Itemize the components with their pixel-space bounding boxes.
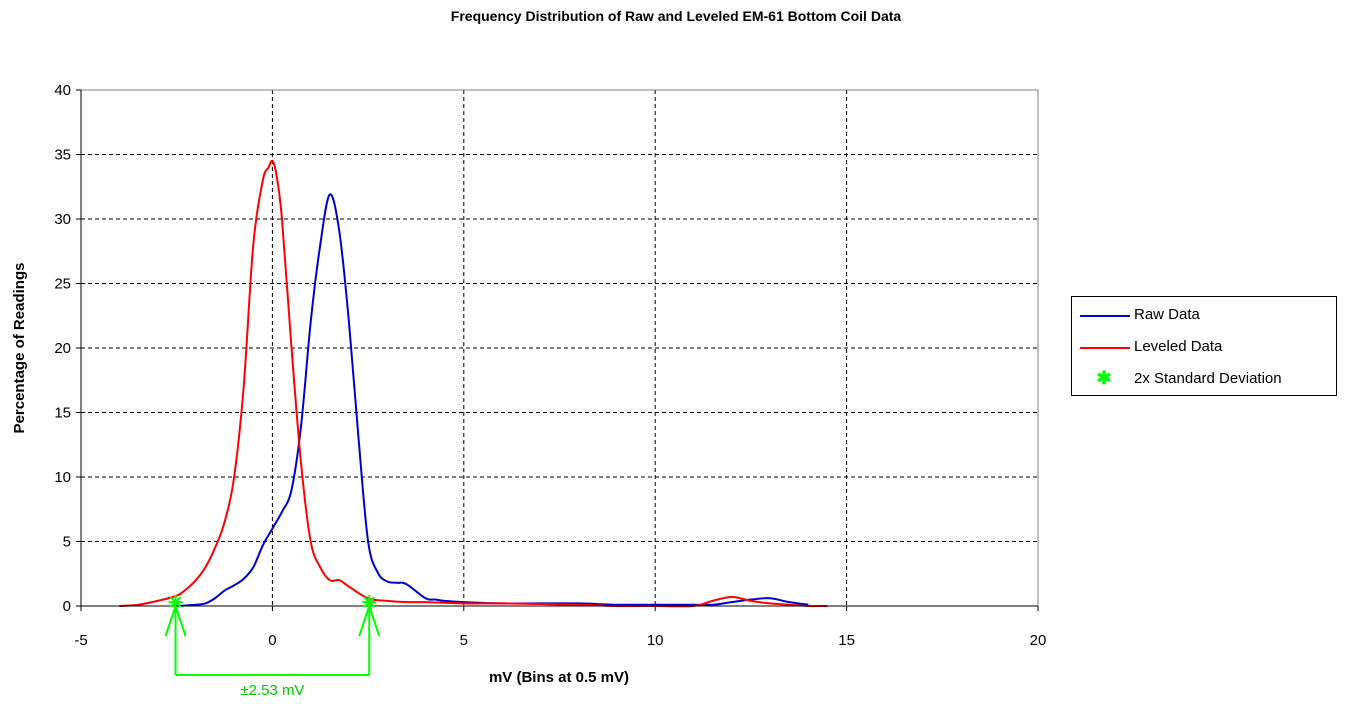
- legend-label-raw: Raw Data: [1134, 306, 1200, 323]
- series-layer: [119, 159, 828, 608]
- annotation-layer: ±2.53 mV: [164, 595, 381, 699]
- y-tick-label: 40: [54, 82, 71, 99]
- x-tick-label: 20: [1030, 632, 1047, 649]
- legend: Raw Data Leveled Data ✱ 2x Standard Devi…: [1071, 296, 1337, 396]
- stddev-arrow-head: [358, 602, 381, 637]
- legend-swatch-raw: [1080, 315, 1130, 317]
- legend-item-stddev: ✱ 2x Standard Deviation: [1072, 368, 1336, 391]
- legend-swatch-leveled: [1080, 347, 1130, 349]
- x-tick-label: 5: [460, 632, 468, 649]
- stddev-annotation-label: ±2.53 mV: [240, 682, 304, 699]
- chart-title: Frequency Distribution of Raw and Levele…: [450, 8, 902, 24]
- y-tick-label: 30: [54, 211, 71, 228]
- legend-label-leveled: Leveled Data: [1134, 338, 1223, 355]
- x-tick-label: 0: [268, 632, 276, 649]
- y-tick-label: 5: [63, 534, 71, 551]
- star-marker-icon: ✱: [1096, 368, 1112, 388]
- x-axis-label: mV (Bins at 0.5 mV): [489, 669, 629, 686]
- x-tick-label: 10: [647, 632, 664, 649]
- y-axis-label: Percentage of Readings: [11, 263, 28, 434]
- y-tick-label: 0: [63, 598, 71, 615]
- y-tick-label: 15: [54, 405, 71, 422]
- series-line-0: [176, 193, 809, 607]
- legend-item-leveled: Leveled Data: [1072, 337, 1336, 359]
- grid: [81, 90, 1038, 606]
- stddev-marker: [168, 595, 183, 610]
- legend-label-stddev: 2x Standard Deviation: [1134, 370, 1282, 387]
- x-tick-label: -5: [74, 632, 87, 649]
- x-tick-label: 15: [838, 632, 855, 649]
- stddev-arrow-head: [164, 602, 187, 637]
- y-tick-label: 10: [54, 469, 71, 486]
- y-tick-label: 35: [54, 147, 71, 164]
- y-tick-label: 20: [54, 340, 71, 357]
- series-line-1: [119, 159, 828, 608]
- y-tick-label: 25: [54, 276, 71, 293]
- legend-item-raw: Raw Data: [1072, 305, 1336, 327]
